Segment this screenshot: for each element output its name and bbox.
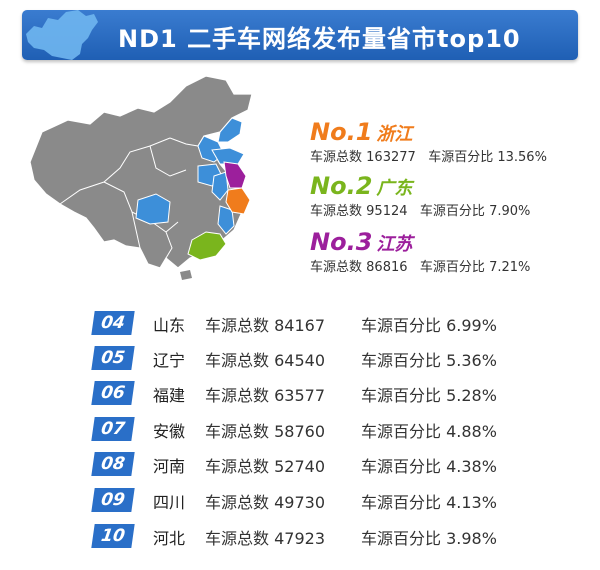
- pct-label: 车源百分比: [361, 529, 442, 548]
- count-value: 86816: [366, 260, 408, 275]
- pct-cell: 车源百分比 5.28%: [361, 382, 497, 406]
- title-banner: ND1 二手车网络发布量省市top10: [22, 10, 578, 60]
- count-label: 车源总数: [310, 150, 363, 165]
- count-cell: 车源总数 52740: [205, 453, 325, 477]
- count-label: 车源总数: [205, 351, 270, 370]
- table-row: 06 福建 车源总数 63577 车源百分比 5.28%: [91, 379, 593, 407]
- rank-label: No.2: [310, 172, 373, 200]
- stats-line: 车源总数 86816 车源百分比 7.21%: [310, 256, 530, 275]
- count-value: 52740: [274, 457, 326, 476]
- pct-value: 5.28%: [446, 386, 497, 405]
- province-name: 河南: [153, 457, 186, 476]
- map-region-hainan: [180, 270, 192, 280]
- pct-label: 车源百分比: [419, 260, 485, 275]
- table-row: 08 河南 车源总数 52740 车源百分比 4.38%: [91, 450, 593, 478]
- pct-value: 4.38%: [446, 457, 497, 476]
- count-cell: 车源总数 49730: [205, 489, 325, 513]
- page-title: ND1 二手车网络发布量省市top10: [118, 25, 521, 53]
- count-value: 63577: [274, 386, 326, 405]
- province-name: 福建: [153, 386, 186, 405]
- rank-badge: 07: [91, 417, 135, 441]
- count-cell: 车源总数 84167: [205, 312, 325, 336]
- top-entry-2: No.2 广东 车源总数 95124 车源百分比 7.90%: [310, 172, 530, 219]
- count-label: 车源总数: [205, 529, 270, 548]
- pct-label: 车源百分比: [361, 316, 442, 335]
- province-name: 江苏: [376, 234, 413, 255]
- top-rank-line: No.1 浙江: [310, 118, 547, 146]
- china-map-icon: [26, 10, 98, 60]
- province-name: 广东: [376, 178, 413, 199]
- pct-label: 车源百分比: [419, 204, 485, 219]
- table-row: 09 四川 车源总数 49730 车源百分比 4.13%: [91, 486, 593, 514]
- count-label: 车源总数: [205, 386, 270, 405]
- pct-label: 车源百分比: [361, 422, 442, 441]
- count-value: 95124: [366, 204, 408, 219]
- pct-cell: 车源百分比 4.38%: [361, 453, 497, 477]
- count-value: 84167: [274, 316, 326, 335]
- china-map: [29, 75, 253, 280]
- province-name: 安徽: [153, 422, 186, 441]
- stats-line: 车源总数 95124 车源百分比 7.90%: [310, 200, 530, 219]
- rank-badge: 10: [91, 524, 135, 548]
- pct-cell: 车源百分比 4.13%: [361, 489, 497, 513]
- count-cell: 车源总数 58760: [205, 418, 325, 442]
- count-label: 车源总数: [205, 316, 270, 335]
- pct-value: 3.98%: [446, 529, 497, 548]
- count-cell: 车源总数 63577: [205, 382, 325, 406]
- count-value: 47923: [274, 529, 326, 548]
- rank-label: No.1: [310, 118, 373, 146]
- rank-badge: 04: [91, 311, 135, 335]
- pct-label: 车源百分比: [361, 457, 442, 476]
- map-region-blue: [135, 117, 245, 235]
- count-value: 58760: [274, 422, 326, 441]
- rank-badge: 05: [91, 346, 135, 370]
- pct-value: 4.13%: [446, 493, 497, 512]
- pct-cell: 车源百分比 6.99%: [361, 312, 497, 336]
- pct-value: 6.99%: [446, 316, 497, 335]
- rank-badge: 08: [91, 452, 135, 476]
- count-label: 车源总数: [205, 422, 270, 441]
- top-rank-line: No.2 广东: [310, 172, 530, 200]
- pct-cell: 车源百分比 4.88%: [361, 418, 497, 442]
- pct-cell: 车源百分比 3.98%: [361, 525, 497, 549]
- table-row: 04 山东 车源总数 84167 车源百分比 6.99%: [91, 309, 593, 337]
- pct-value: 4.88%: [446, 422, 497, 441]
- top-entry-1: No.1 浙江 车源总数 163277 车源百分比 13.56%: [310, 118, 547, 165]
- province-name: 四川: [153, 493, 186, 512]
- count-label: 车源总数: [310, 204, 363, 219]
- rank-badge: 09: [91, 488, 135, 512]
- rank-label: No.3: [310, 228, 373, 256]
- count-value: 49730: [274, 493, 326, 512]
- table-row: 05 辽宁 车源总数 64540 车源百分比 5.36%: [91, 344, 593, 372]
- map-region-guangdong: [187, 231, 227, 261]
- pct-value: 13.56%: [497, 150, 547, 165]
- stats-line: 车源总数 163277 车源百分比 13.56%: [310, 146, 547, 165]
- count-cell: 车源总数 64540: [205, 347, 325, 371]
- pct-label: 车源百分比: [428, 150, 494, 165]
- pct-value: 7.90%: [489, 204, 531, 219]
- pct-label: 车源百分比: [361, 351, 442, 370]
- pct-cell: 车源百分比 5.36%: [361, 347, 497, 371]
- pct-value: 5.36%: [446, 351, 497, 370]
- count-label: 车源总数: [205, 457, 270, 476]
- province-name: 浙江: [376, 124, 413, 145]
- count-label: 车源总数: [205, 493, 270, 512]
- map-region-zhejiang: [225, 187, 251, 215]
- province-name: 河北: [153, 529, 186, 548]
- count-cell: 车源总数 47923: [205, 525, 325, 549]
- pct-label: 车源百分比: [361, 386, 442, 405]
- province-name: 辽宁: [153, 351, 186, 370]
- count-label: 车源总数: [310, 260, 363, 275]
- top-entry-3: No.3 江苏 车源总数 86816 车源百分比 7.21%: [310, 228, 530, 275]
- province-name: 山东: [153, 316, 186, 335]
- table-row: 10 河北 车源总数 47923 车源百分比 3.98%: [91, 522, 593, 550]
- count-value: 64540: [274, 351, 326, 370]
- pct-value: 7.21%: [489, 260, 531, 275]
- top-rank-line: No.3 江苏: [310, 228, 530, 256]
- count-value: 163277: [366, 150, 416, 165]
- pct-label: 车源百分比: [361, 493, 442, 512]
- table-row: 07 安徽 车源总数 58760 车源百分比 4.88%: [91, 415, 593, 443]
- rank-badge: 06: [91, 381, 135, 405]
